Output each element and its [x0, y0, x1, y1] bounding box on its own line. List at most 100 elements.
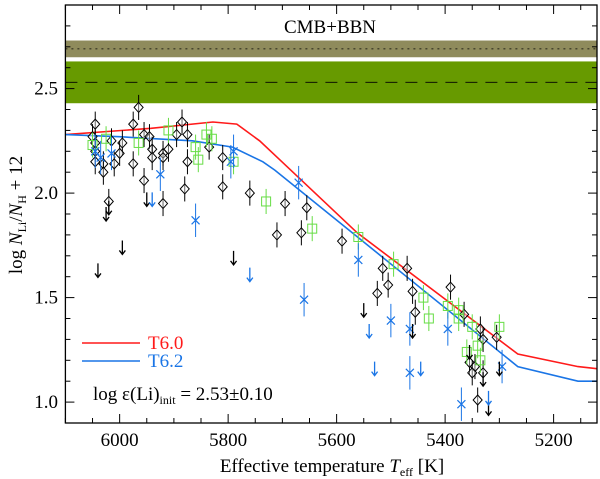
diamond-marker — [114, 147, 125, 160]
upper-limit-arrow — [371, 361, 379, 377]
x-tick-label: 5200 — [535, 430, 573, 451]
diamond-marker — [182, 156, 193, 168]
model-line-T6.0 — [65, 121, 598, 370]
cross-point — [456, 387, 466, 421]
square-point — [418, 285, 429, 311]
upper-limit-arrow — [148, 192, 156, 208]
square-marker — [461, 346, 472, 357]
diamond-marker — [445, 281, 456, 293]
upper-limit-point — [466, 344, 474, 361]
x-label-sub: eff — [400, 465, 413, 479]
cross-marker — [405, 368, 415, 378]
bands-layer — [65, 40, 597, 104]
y-label-slash: / — [6, 216, 27, 222]
square-point — [206, 126, 217, 152]
square-point — [461, 339, 472, 365]
upper-limit-arrow — [118, 240, 126, 256]
legend: T6.0 T6.2 — [82, 333, 183, 372]
upper-limit-point — [371, 361, 379, 377]
diamond-point — [128, 151, 139, 177]
upper-limit-point — [479, 372, 487, 388]
diamond-point — [128, 111, 139, 137]
diamond-point — [467, 360, 478, 386]
upper-limit-point — [409, 324, 417, 340]
upper-limit-point — [143, 192, 151, 208]
diamond-marker — [410, 306, 421, 318]
diamond-marker — [382, 279, 394, 291]
upper-limit-arrow — [479, 372, 487, 388]
upper-limit-point — [148, 192, 156, 208]
diamond-marker — [472, 394, 483, 406]
annotation-sub: init — [160, 393, 177, 407]
cross-point — [353, 243, 363, 277]
y-label-s2: H — [15, 195, 29, 204]
diamond-marker — [477, 333, 489, 346]
diamond-point — [217, 174, 228, 200]
diamond-point — [382, 272, 394, 298]
upper-limit-point — [417, 361, 425, 377]
cross-point — [294, 165, 304, 200]
square-point — [133, 130, 144, 156]
diamond-point — [133, 94, 144, 120]
diamond-point — [157, 191, 169, 217]
square-marker — [261, 196, 272, 207]
square-marker — [353, 231, 364, 242]
upper-limit-arrow — [409, 324, 417, 340]
square-marker — [163, 125, 174, 136]
legend-label-t62: T6.2 — [148, 351, 183, 372]
upper-limit-arrow — [230, 250, 238, 266]
upper-limit-point — [94, 263, 102, 279]
square-marker — [467, 321, 478, 332]
diamond-point — [279, 191, 291, 217]
square-marker — [472, 340, 483, 351]
square-point — [261, 188, 272, 214]
diamond-point — [182, 149, 193, 175]
square-marker — [307, 223, 318, 234]
square-point — [307, 216, 318, 242]
diamond-marker — [279, 197, 291, 210]
square-marker — [453, 313, 464, 324]
upper-limit-arrow — [484, 390, 493, 407]
annotation-suffix: = 2.53±0.10 — [176, 384, 273, 405]
model-line-T6.2 — [65, 133, 597, 382]
square-marker — [423, 313, 434, 324]
cross-marker — [443, 324, 453, 334]
square-marker — [190, 142, 201, 153]
diamond-marker — [372, 287, 383, 300]
y-label-n2: N — [6, 202, 27, 217]
square-point — [193, 147, 204, 173]
square-marker — [87, 140, 98, 151]
diamond-point — [372, 280, 383, 306]
y-label-s1: Li — [15, 221, 29, 232]
square-marker — [494, 321, 505, 332]
diamond-point — [217, 145, 228, 171]
upper-limit-arrow — [360, 303, 368, 319]
diamond-point — [138, 168, 150, 194]
cross-marker — [456, 399, 466, 409]
diamond-marker — [301, 201, 312, 214]
square-point — [101, 126, 112, 152]
diamond-point — [244, 180, 256, 206]
diamond-marker — [144, 130, 155, 143]
diamond-point — [377, 255, 388, 281]
diamond-point — [445, 274, 456, 300]
square-marker — [475, 355, 486, 366]
square-marker — [442, 300, 453, 311]
diamond-point — [401, 255, 413, 281]
square-point — [467, 314, 478, 340]
diamond-point — [147, 145, 158, 171]
upper-limit-arrow — [365, 324, 373, 340]
diamond-point — [182, 122, 193, 148]
y-tick-label: 1.5 — [34, 288, 58, 309]
x-axis-label: Effective temperature Teff [K] — [220, 456, 444, 479]
diamond-marker — [147, 151, 158, 164]
upper-limit-arrow — [466, 344, 474, 361]
cross-point — [107, 136, 116, 171]
diamond-marker — [271, 229, 283, 241]
cross-point — [226, 145, 236, 179]
diamond-marker — [128, 118, 139, 130]
upper-limit-point — [102, 207, 110, 223]
cross-marker — [299, 295, 309, 305]
model-lines-layer — [65, 121, 598, 382]
